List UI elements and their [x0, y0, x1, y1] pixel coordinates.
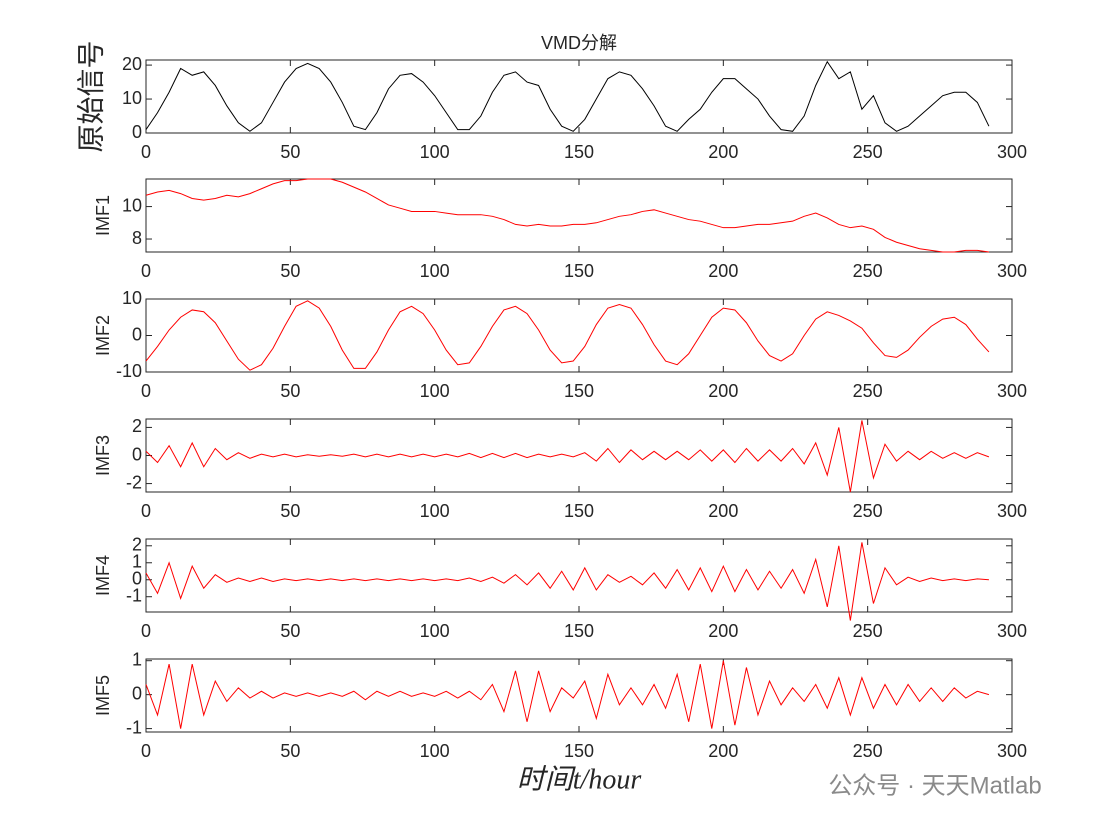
- y-tick-label: 8: [132, 228, 142, 248]
- x-tick-label: 100: [420, 621, 450, 641]
- x-tick-label: 250: [853, 621, 883, 641]
- y-tick-label: 0: [132, 444, 142, 464]
- x-tick-label: 0: [141, 621, 151, 641]
- y-tick-label: -2: [126, 472, 142, 492]
- watermark: 公众号 · 天天Matlab: [828, 772, 1041, 799]
- x-tick-label: 50: [280, 261, 300, 281]
- x-tick-label: 250: [853, 261, 883, 281]
- x-tick-label: 200: [708, 142, 738, 162]
- x-tick-label: 300: [997, 741, 1027, 761]
- x-tick-label: 200: [708, 621, 738, 641]
- y-axis-label: IMF2: [93, 315, 113, 356]
- y-tick-label: -1: [126, 585, 142, 605]
- x-tick-label: 100: [420, 741, 450, 761]
- data-line: [145, 60, 990, 132]
- data-line: [145, 542, 989, 621]
- x-tick-label: 100: [420, 142, 450, 162]
- x-tick-label: 150: [564, 142, 594, 162]
- x-tick-label: 0: [141, 142, 151, 162]
- y-axis-label: IMF1: [93, 195, 113, 236]
- y-tick-label: 2: [132, 416, 142, 436]
- x-tick-label: 250: [853, 501, 883, 521]
- x-tick-label: 200: [708, 741, 738, 761]
- y-tick-label: 0: [132, 324, 142, 344]
- x-tick-label: 150: [564, 381, 594, 401]
- x-tick-label: 300: [997, 142, 1027, 162]
- y-tick-label: 0: [132, 122, 142, 142]
- y-tick-label: -1: [126, 717, 142, 737]
- x-tick-label: 50: [280, 142, 300, 162]
- y-tick-label: 20: [122, 54, 142, 74]
- x-tick-label: 50: [280, 381, 300, 401]
- data-line: [145, 660, 990, 729]
- y-tick-label: 0: [132, 568, 142, 588]
- x-tick-label: 150: [564, 261, 594, 281]
- x-tick-label: 50: [280, 741, 300, 761]
- y-tick-label: 10: [122, 195, 142, 215]
- x-axis-label: 时间t/hour: [517, 764, 642, 795]
- x-tick-label: 250: [853, 381, 883, 401]
- y-axis-label: IMF3: [93, 435, 113, 476]
- x-tick-label: 300: [997, 501, 1027, 521]
- x-tick-label: 150: [564, 501, 594, 521]
- x-tick-label: 0: [141, 741, 151, 761]
- y-tick-label: 2: [132, 535, 142, 555]
- y-tick-label: 10: [122, 288, 142, 308]
- y-tick-label: 1: [132, 552, 142, 572]
- x-tick-label: 200: [708, 261, 738, 281]
- y-axis-label: 原始信号: [75, 40, 107, 152]
- y-tick-label: -10: [116, 361, 142, 381]
- x-tick-label: 0: [141, 381, 151, 401]
- x-tick-label: 300: [997, 621, 1027, 641]
- axes-box: [145, 418, 1013, 493]
- y-axis-label: IMF4: [93, 555, 113, 596]
- axes-box: [145, 298, 1013, 373]
- x-tick-label: 250: [853, 142, 883, 162]
- x-tick-label: 300: [997, 261, 1027, 281]
- x-tick-label: 250: [853, 741, 883, 761]
- y-axis-label: IMF5: [93, 675, 113, 716]
- x-tick-label: 0: [141, 261, 151, 281]
- axes-box: [145, 59, 1013, 134]
- y-tick-label: 0: [132, 683, 142, 703]
- x-tick-label: 150: [564, 741, 594, 761]
- x-tick-label: 300: [997, 381, 1027, 401]
- axes-box: [145, 178, 1013, 253]
- y-tick-label: 1: [132, 649, 142, 669]
- x-tick-label: 50: [280, 621, 300, 641]
- data-line: [145, 420, 990, 493]
- x-tick-label: 200: [708, 501, 738, 521]
- x-tick-label: 50: [280, 501, 300, 521]
- x-tick-label: 100: [420, 501, 450, 521]
- x-tick-label: 150: [564, 621, 594, 641]
- data-line: [145, 178, 989, 253]
- data-line: [145, 300, 990, 371]
- x-tick-label: 100: [420, 261, 450, 281]
- x-tick-label: 200: [708, 381, 738, 401]
- y-tick-label: 10: [122, 88, 142, 108]
- x-tick-label: 100: [420, 381, 450, 401]
- axes-box: [145, 658, 1013, 733]
- chart-title: VMD分解: [541, 33, 617, 53]
- x-tick-label: 0: [141, 501, 151, 521]
